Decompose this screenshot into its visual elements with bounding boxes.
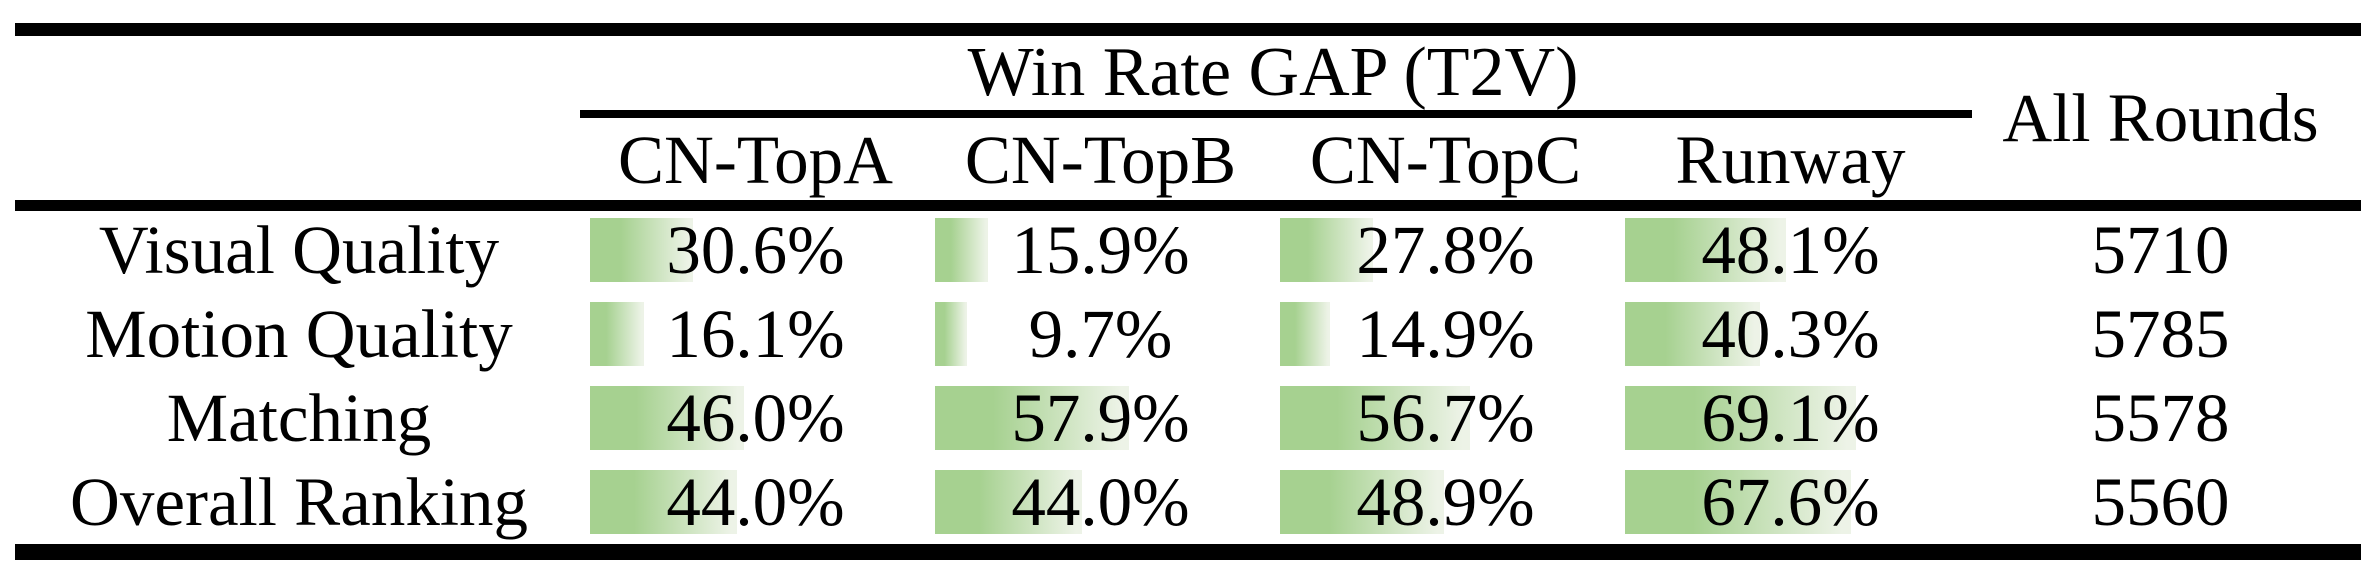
- col-header-all-rounds: All Rounds: [2002, 80, 2319, 156]
- win-rate-cell: 40.3%: [1618, 292, 1963, 376]
- bottom-rule: [15, 544, 2361, 560]
- row-label: Matching: [166, 379, 432, 456]
- win-rate-bar: [935, 302, 968, 366]
- win-rate-cell: 57.9%: [928, 376, 1273, 460]
- win-rate-cell: 44.0%: [583, 460, 928, 544]
- win-rate-value: 56.7%: [1356, 379, 1535, 456]
- table-row: Overall Ranking 44.0% 44.0% 48.9% 67.6% …: [0, 460, 2376, 544]
- win-rate-cell: 48.9%: [1273, 460, 1618, 544]
- col-header-cn-topb: CN-TopB: [964, 121, 1237, 198]
- win-rate-value: 44.0%: [666, 463, 845, 540]
- all-rounds-value: 5578: [2091, 379, 2230, 456]
- win-rate-cell: 67.6%: [1618, 460, 1963, 544]
- win-rate-value: 69.1%: [1701, 379, 1880, 456]
- table-row: Visual Quality 30.6% 15.9% 27.8% 48.1% 5…: [0, 208, 2376, 292]
- col-header-runway: Runway: [1675, 121, 1906, 198]
- win-rate-cell: 27.8%: [1273, 208, 1618, 292]
- win-rate-value: 57.9%: [1011, 379, 1190, 456]
- top-rule: [15, 23, 2361, 36]
- group-header-rule: [580, 110, 1972, 118]
- win-rate-cell: 56.7%: [1273, 376, 1618, 460]
- group-header-title: Win Rate GAP (T2V): [967, 33, 1579, 111]
- all-rounds-value: 5710: [2091, 211, 2230, 288]
- all-rounds-value: 5785: [2091, 295, 2230, 372]
- win-rate-value: 27.8%: [1356, 211, 1535, 288]
- win-rate-cell: 16.1%: [583, 292, 928, 376]
- win-rate-cell: 15.9%: [928, 208, 1273, 292]
- win-rate-value: 44.0%: [1011, 463, 1190, 540]
- all-rounds-value: 5560: [2091, 463, 2230, 540]
- col-header-cn-topc: CN-TopC: [1309, 121, 1582, 198]
- win-rate-cell: 48.1%: [1618, 208, 1963, 292]
- win-rate-value: 9.7%: [1028, 295, 1173, 372]
- win-rate-value: 48.9%: [1356, 463, 1535, 540]
- win-rate-value: 15.9%: [1011, 211, 1190, 288]
- win-rate-cell: 14.9%: [1273, 292, 1618, 376]
- win-rate-value: 48.1%: [1701, 211, 1880, 288]
- win-rate-value: 40.3%: [1701, 295, 1880, 372]
- row-label: Visual Quality: [98, 211, 500, 288]
- win-rate-cell: 46.0%: [583, 376, 928, 460]
- win-rate-bar: [935, 218, 989, 282]
- win-rate-bar: [1280, 302, 1330, 366]
- win-rate-cell: 30.6%: [583, 208, 928, 292]
- win-rate-bar: [590, 302, 644, 366]
- col-header-cn-topa: CN-TopA: [618, 121, 893, 198]
- win-rate-value: 16.1%: [666, 295, 845, 372]
- table-row: Matching 46.0% 57.9% 56.7% 69.1% 5578: [0, 376, 2376, 460]
- row-label: Overall Ranking: [70, 463, 528, 540]
- win-rate-cell: 44.0%: [928, 460, 1273, 544]
- win-rate-value: 30.6%: [666, 211, 845, 288]
- win-rate-value: 14.9%: [1356, 295, 1535, 372]
- win-rate-value: 67.6%: [1701, 463, 1880, 540]
- win-rate-cell: 69.1%: [1618, 376, 1963, 460]
- table-row: Motion Quality 16.1% 9.7% 14.9% 40.3% 57…: [0, 292, 2376, 376]
- win-rate-cell: 9.7%: [928, 292, 1273, 376]
- row-label: Motion Quality: [85, 295, 513, 372]
- win-rate-value: 46.0%: [666, 379, 845, 456]
- header-rule: [15, 200, 2361, 211]
